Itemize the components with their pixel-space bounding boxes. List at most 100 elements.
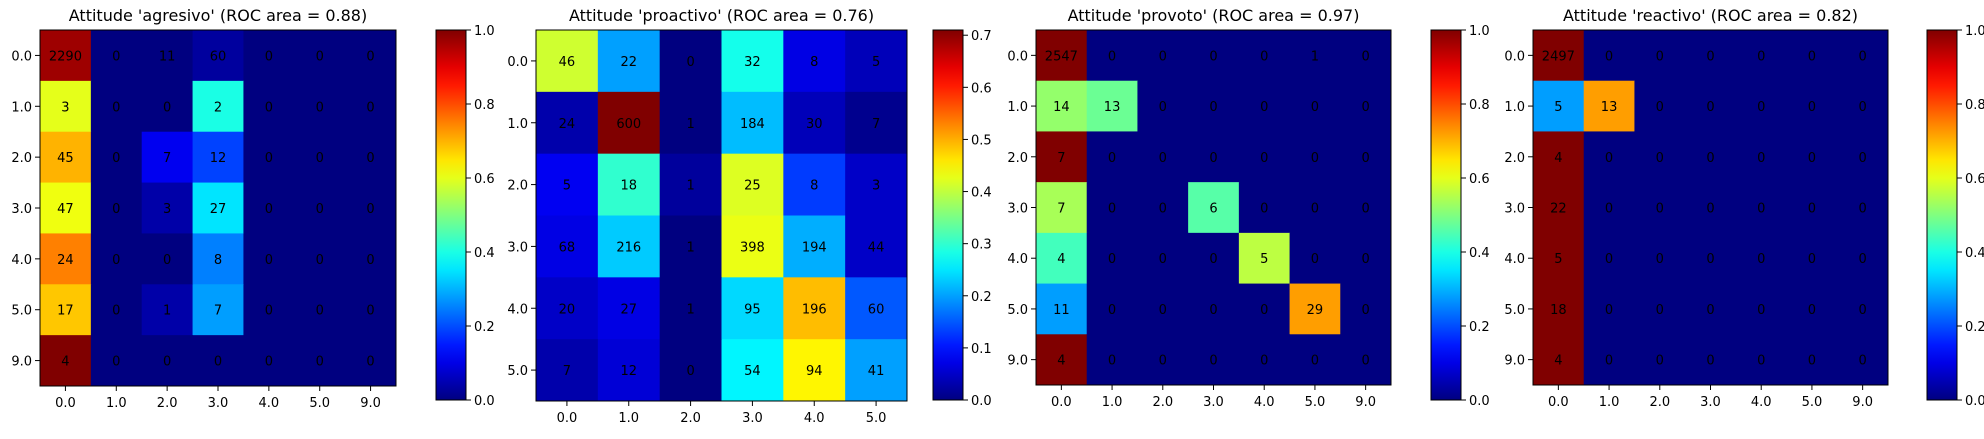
y-tick-label: 2.0 — [11, 151, 32, 166]
heatmap-cell — [141, 131, 194, 184]
y-tick-label: 0.0 — [11, 49, 32, 64]
heatmap-cell — [721, 153, 784, 216]
heatmap-cell — [659, 153, 722, 216]
cell-label: 0 — [1706, 100, 1714, 115]
heatmap-cell — [1685, 182, 1737, 234]
heatmap-cell — [783, 277, 846, 340]
plot-frame — [535, 29, 908, 402]
cell-label: 196 — [802, 302, 827, 317]
heatmap-cell — [243, 80, 295, 133]
y-tick-label: 5.0 — [11, 304, 32, 319]
heatmap-cell — [40, 80, 92, 133]
heatmap-cell — [1289, 30, 1341, 82]
cell-label: 0 — [265, 355, 273, 370]
cell-label: 0 — [265, 253, 273, 268]
cell-label: 0 — [112, 151, 120, 166]
heatmap-cell — [243, 182, 295, 234]
cell-label: 0 — [265, 304, 273, 319]
x-tick-label: 5.0 — [309, 396, 330, 411]
cell-label: 4 — [1057, 354, 1065, 369]
cell-label: 0 — [1757, 49, 1765, 64]
cell-label: 0 — [366, 100, 374, 115]
cell-label: 0 — [1808, 252, 1816, 267]
cell-label: 11 — [1053, 303, 1070, 318]
heatmap-cell — [1036, 283, 1088, 335]
cell-label: 12 — [620, 364, 637, 379]
heatmap-panel-4: Attitude 'reactivo' (ROC area = 0.82) 249… — [1504, 6, 1984, 410]
heatmap-cell — [845, 153, 908, 216]
heatmap-cell — [345, 233, 397, 285]
cell-label: 0 — [1159, 49, 1167, 64]
cell-label: 0 — [1605, 354, 1613, 369]
heatmap-cell — [597, 30, 661, 93]
heatmap-cell — [721, 91, 784, 155]
colorbar — [435, 29, 467, 401]
cell-label: 1 — [686, 117, 694, 132]
colorbar-tick-label: 0.8 — [474, 98, 495, 113]
heatmap-panel-3: Attitude 'provoto' (ROC area = 0.97) 2547… — [1007, 6, 1489, 410]
cell-label: 0 — [1656, 100, 1664, 115]
colorbar — [1430, 29, 1462, 401]
cell-label: 5 — [1554, 252, 1562, 267]
cell-label: 0 — [163, 100, 171, 115]
heatmap-cell — [1340, 131, 1392, 183]
cell-label: 0 — [1605, 303, 1613, 318]
heatmap-cell — [783, 153, 846, 216]
cell-label: 0 — [1656, 252, 1664, 267]
cell-label: 216 — [616, 240, 641, 255]
cell-label: 0 — [1706, 252, 1714, 267]
cell-label: 0 — [1859, 252, 1867, 267]
cell-label: 0 — [686, 364, 694, 379]
colorbar-tick-label: 0.6 — [1469, 172, 1490, 187]
x-tick-label: 0.0 — [557, 411, 578, 426]
cell-label: 0 — [1108, 303, 1116, 318]
heatmap-cell — [345, 30, 397, 82]
heatmap-cell — [1238, 232, 1291, 285]
heatmap-cell — [1289, 80, 1341, 132]
cell-label: 0 — [112, 304, 120, 319]
cell-label: 0 — [265, 151, 273, 166]
heatmap-cell — [1583, 232, 1635, 285]
cell-label: 0 — [1209, 151, 1217, 166]
heatmap-cell — [1533, 232, 1585, 285]
heatmap-cell — [536, 153, 599, 216]
cell-label: 7 — [1057, 202, 1065, 217]
y-tick-label: 1.0 — [507, 117, 528, 132]
cell-label: 0 — [1706, 151, 1714, 166]
cell-label: 0 — [1362, 252, 1370, 267]
heatmap-cell — [40, 30, 92, 82]
panel-title: Attitude 'reactivo' (ROC area = 0.82) — [1563, 6, 1858, 25]
cell-label: 2 — [214, 100, 222, 115]
heatmap-cell — [721, 215, 784, 278]
heatmap-cell — [1036, 131, 1088, 183]
heatmap-cell — [1238, 30, 1291, 82]
cell-label: 0 — [1605, 49, 1613, 64]
heatmap-cell — [192, 182, 244, 234]
heatmap-cell — [1340, 334, 1392, 386]
heatmap-cell — [1289, 232, 1341, 285]
cell-label: 3 — [61, 100, 69, 115]
heatmap-cell — [1036, 182, 1088, 234]
heatmap-cell — [1735, 182, 1788, 234]
panel-title: Attitude 'proactivo' (ROC area = 0.76) — [569, 6, 874, 25]
cell-label: 0 — [1859, 100, 1867, 115]
panel-title: Attitude 'provoto' (ROC area = 0.97) — [1068, 6, 1360, 25]
cell-label: 1 — [163, 304, 171, 319]
heatmap-cell — [721, 277, 784, 340]
cell-label: 184 — [740, 117, 765, 132]
cell-label: 0 — [112, 49, 120, 64]
x-tick-label: 2.0 — [680, 411, 701, 426]
cell-label: 0 — [1706, 202, 1714, 217]
heatmap-cell — [1735, 30, 1788, 82]
x-tick-label: 5.0 — [1802, 395, 1823, 410]
heatmap-cell — [1533, 30, 1585, 82]
colorbar-tick-label: 0.7 — [971, 29, 992, 44]
heatmap-cell — [845, 339, 908, 402]
heatmap-cell — [192, 30, 244, 82]
cell-label: 6 — [1209, 202, 1217, 217]
cell-label: 54 — [744, 364, 761, 379]
y-tick-label: 3.0 — [11, 202, 32, 217]
cell-label: 0 — [366, 202, 374, 217]
heatmap-cell — [90, 80, 143, 133]
